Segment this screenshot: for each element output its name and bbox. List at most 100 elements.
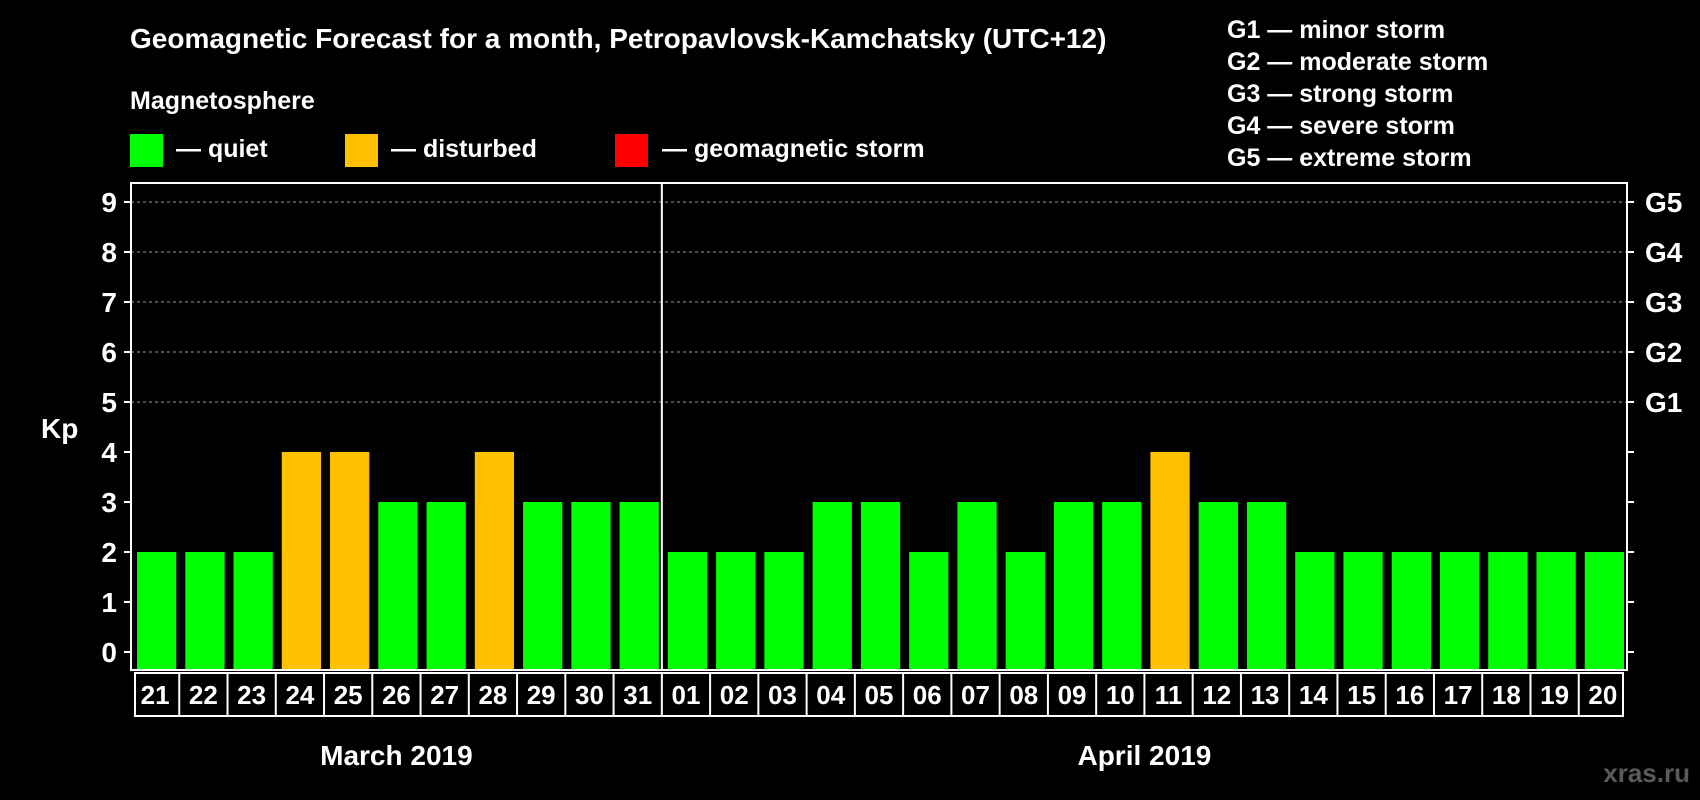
- bar-25-4: [330, 452, 370, 670]
- right-tick-label-G1: G1: [1645, 387, 1682, 418]
- category-label-19: 09: [1058, 680, 1087, 710]
- bar-19-29: [1536, 552, 1576, 670]
- bar-14-24: [1295, 552, 1335, 670]
- right-tick-label-G3: G3: [1645, 287, 1682, 318]
- bar-10-20: [1102, 502, 1142, 670]
- bar-04-14: [812, 502, 852, 670]
- y-tick-label-1: 1: [101, 587, 117, 618]
- category-label-13: 03: [768, 680, 797, 710]
- chart-title: Geomagnetic Forecast for a month, Petrop…: [130, 23, 1106, 54]
- category-label-0: 21: [141, 680, 170, 710]
- category-label-15: 05: [865, 680, 894, 710]
- watermark: xras.ru: [1603, 758, 1690, 788]
- legend-label-disturbed: — disturbed: [391, 135, 537, 163]
- category-label-5: 26: [382, 680, 411, 710]
- category-label-14: 04: [816, 680, 845, 710]
- y-tick-label-4: 4: [101, 437, 117, 468]
- bar-06-16: [909, 552, 949, 670]
- category-label-1: 22: [189, 680, 218, 710]
- category-label-27: 17: [1444, 680, 1473, 710]
- bar-16-26: [1391, 552, 1431, 670]
- bar-27-6: [426, 502, 466, 670]
- bar-30-9: [571, 502, 611, 670]
- grid-lines: [131, 201, 1627, 403]
- legend-swatch-disturbed: [345, 134, 378, 167]
- bar-29-8: [523, 502, 563, 670]
- category-label-2: 23: [237, 680, 266, 710]
- storm-scale-g2: G2 — moderate storm: [1227, 48, 1488, 76]
- category-label-3: 24: [285, 680, 314, 710]
- y-ticks: 0 1 2 3 4 5 6 7 8 9: [101, 187, 131, 668]
- bar-24-3: [281, 452, 322, 670]
- category-label-30: 20: [1588, 680, 1617, 710]
- category-label-8: 29: [527, 680, 556, 710]
- storm-scale-list: G1 — minor storm G2 — moderate storm G3 …: [1227, 16, 1488, 172]
- bar-21-0: [137, 552, 177, 670]
- category-label-10: 31: [623, 680, 652, 710]
- right-tick-label-G4: G4: [1645, 237, 1683, 268]
- bar-02-12: [716, 552, 756, 670]
- right-tick-label-G5: G5: [1645, 187, 1682, 218]
- bar-07-17: [957, 502, 997, 670]
- y-tick-label-2: 2: [101, 537, 117, 568]
- month-labels: March 2019 April 2019: [320, 740, 1211, 771]
- bar-18-28: [1488, 552, 1528, 670]
- category-label-7: 28: [478, 680, 507, 710]
- y-tick-label-8: 8: [101, 237, 117, 268]
- y-tick-label-9: 9: [101, 187, 117, 218]
- legend: — quiet — disturbed — geomagnetic storm: [130, 134, 925, 167]
- category-label-29: 19: [1540, 680, 1569, 710]
- storm-scale-g1: G1 — minor storm: [1227, 16, 1445, 44]
- category-label-26: 16: [1395, 680, 1424, 710]
- y-tick-label-6: 6: [101, 337, 117, 368]
- bar-05-15: [860, 502, 901, 670]
- bar-13-23: [1246, 502, 1287, 670]
- bar-09-19: [1053, 502, 1094, 670]
- y-tick-label-5: 5: [101, 387, 117, 418]
- category-label-17: 07: [961, 680, 990, 710]
- bar-12-22: [1198, 502, 1238, 670]
- bar-20-30: [1584, 552, 1624, 670]
- storm-scale-g4: G4 — severe storm: [1227, 112, 1455, 140]
- bar-08-18: [1005, 552, 1045, 670]
- bar-11-21: [1150, 452, 1190, 670]
- bar-01-11: [667, 552, 708, 670]
- y-tick-label-0: 0: [101, 637, 117, 668]
- category-label-22: 12: [1202, 680, 1231, 710]
- category-label-21: 11: [1155, 680, 1183, 710]
- category-label-18: 08: [1009, 680, 1038, 710]
- category-label-16: 06: [913, 680, 942, 710]
- plot-frame: [130, 182, 1628, 671]
- y-tick-label-3: 3: [101, 487, 117, 518]
- bar-15-25: [1343, 552, 1383, 670]
- month-label-1: April 2019: [1077, 740, 1211, 771]
- category-cells: 21 22 23 24 25 26 27 28 29 30 31 01 02 03 04 05 06 07 08 09…: [134, 672, 1624, 717]
- y-axis-label: Kp: [41, 413, 78, 444]
- legend-label-quiet: — quiet: [176, 135, 268, 163]
- category-label-11: 01: [672, 680, 701, 710]
- bar-28-7: [474, 452, 515, 670]
- month-label-0: March 2019: [320, 740, 473, 771]
- bar-22-1: [185, 552, 225, 670]
- storm-scale-g5: G5 — extreme storm: [1227, 144, 1472, 172]
- bar-17-27: [1439, 552, 1480, 670]
- bar-03-13: [764, 552, 804, 670]
- category-strip: [134, 672, 1624, 717]
- y-tick-label-7: 7: [101, 287, 117, 318]
- legend-label-storm: — geomagnetic storm: [662, 135, 925, 163]
- storm-scale-g3: G3 — strong storm: [1227, 80, 1453, 108]
- legend-title: Magnetosphere: [130, 87, 315, 115]
- plot-border: [130, 182, 1628, 671]
- right-tick-label-G2: G2: [1645, 337, 1682, 368]
- category-label-23: 13: [1251, 680, 1280, 710]
- bars: [137, 452, 1624, 670]
- category-label-9: 30: [575, 680, 604, 710]
- bar-26-5: [378, 502, 418, 670]
- category-label-12: 02: [720, 680, 749, 710]
- right-ticks: G1 G2 G3 G4 G5: [1627, 187, 1683, 653]
- bar-23-2: [233, 552, 273, 670]
- category-label-25: 15: [1347, 680, 1376, 710]
- category-label-24: 14: [1299, 680, 1328, 710]
- category-label-6: 27: [430, 680, 459, 710]
